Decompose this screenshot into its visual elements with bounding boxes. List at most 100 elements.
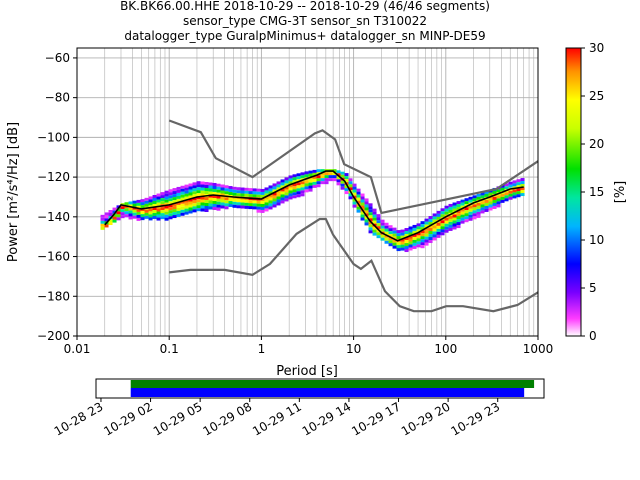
heatmap-cell [520, 181, 525, 185]
heatmap-cell [304, 171, 309, 175]
heatmap-cell [448, 203, 453, 207]
heatmap-cell [112, 216, 117, 220]
heatmap-cell [488, 204, 493, 208]
heatmap-cell [172, 203, 177, 207]
heatmap-cell [364, 210, 369, 214]
heatmap-cell [128, 207, 133, 211]
heatmap-cell [500, 187, 505, 191]
heatmap-cell [388, 243, 393, 247]
noise-model-and-mean-curves [104, 119, 539, 313]
heatmap-cell [264, 193, 269, 197]
heatmap-cell [164, 190, 169, 194]
heatmap-cell [280, 194, 285, 198]
heatmap-cell [392, 230, 397, 234]
heatmap-cell [184, 196, 189, 200]
heatmap-cell [280, 200, 285, 204]
heatmap-cell [276, 202, 281, 206]
ppsd-plot: 0.01 0.1 1 10 100 1000 −200 −180 −160 −140 −120 −1… [6, 47, 554, 379]
heatmap-cell [400, 244, 405, 248]
heatmap-cell [408, 238, 413, 242]
heatmap-cell [404, 231, 409, 235]
heatmap-cell [288, 193, 293, 197]
heatmap-cell [164, 196, 169, 200]
heatmap-cell [340, 186, 345, 190]
heatmap-cell [416, 232, 421, 236]
heatmap-cell [436, 234, 441, 238]
heatmap-cell [228, 192, 233, 196]
heatmap-cell [156, 217, 161, 221]
heatmap-cell [148, 199, 153, 203]
heatmap-cell [192, 203, 197, 207]
heatmap-cell [324, 175, 329, 179]
colorbar: 0 5 10 15 20 25 30 [%] [565, 41, 628, 343]
heatmap-cell [496, 189, 501, 193]
heatmap-cell [140, 214, 145, 218]
heatmap-cell [368, 227, 373, 231]
heatmap-cell [104, 218, 109, 222]
heatmap-cell [284, 189, 289, 193]
heatmap-cell [268, 191, 273, 195]
y-tick-label: −180 [37, 289, 70, 303]
heatmap-cell [448, 209, 453, 213]
heatmap-cell [468, 211, 473, 215]
heatmap-cell [228, 204, 233, 208]
plot-frame [76, 47, 539, 337]
heatmap-cell [348, 181, 353, 185]
heatmap-cell [176, 201, 181, 205]
heatmap-cell [172, 215, 177, 219]
heatmap-cell [384, 222, 389, 226]
heatmap-cell [388, 228, 393, 232]
heatmap-cell [368, 230, 373, 234]
timeline-tick-label: 10-29 11 [250, 399, 304, 438]
heatmap-cell [324, 172, 329, 176]
heatmap-cell [184, 199, 189, 203]
heatmap-cell [184, 205, 189, 209]
heatmap-cell [316, 184, 321, 188]
heatmap-cell [472, 216, 477, 220]
heatmap-cell [360, 217, 365, 221]
heatmap-cell [116, 214, 121, 218]
heatmap-cell [112, 219, 117, 223]
heatmap-cell [448, 224, 453, 228]
heatmap-cell [372, 217, 377, 221]
heatmap-cell [360, 211, 365, 215]
timeline-tick-label: 10-29 08 [201, 399, 255, 438]
heatmap-cell [292, 183, 297, 187]
heatmap-cell [372, 211, 377, 215]
heatmap-cell [100, 220, 105, 224]
heatmap-cell [176, 207, 181, 211]
figure-title: BK.BK66.00.HHE 2018-10-29 -- 2018-10-29 … [120, 0, 490, 43]
heatmap-cell [460, 208, 465, 212]
heatmap-cell [384, 234, 389, 238]
heatmap-cell [344, 191, 349, 195]
heatmap-cell [236, 190, 241, 194]
coverage-bar-green [130, 380, 535, 388]
heatmap-cell [428, 219, 433, 223]
title-line-2: sensor_type CMG-3T sensor_sn T310022 [183, 14, 427, 28]
heatmap-cell [152, 209, 157, 213]
heatmap-cell [424, 239, 429, 243]
heatmap-cell [388, 225, 393, 229]
x-tick-label: 1000 [523, 342, 554, 356]
coverage-bars [130, 380, 535, 397]
heatmap-cell [300, 187, 305, 191]
heatmap-cell [432, 213, 437, 217]
heatmap-cell [184, 202, 189, 206]
heatmap-cell [244, 190, 249, 194]
heatmap-cell [484, 190, 489, 194]
heatmap-cell [356, 209, 361, 213]
heatmap-cell [184, 190, 189, 194]
heatmap-cell [392, 245, 397, 249]
heatmap-cell [396, 233, 401, 237]
heatmap-cell [184, 193, 189, 197]
heatmap-cell [408, 247, 413, 251]
heatmap-cell [352, 198, 357, 202]
heatmap-cell [440, 220, 445, 224]
heatmap-cell [444, 223, 449, 227]
heatmap-cell [200, 193, 205, 197]
heatmap-cell [320, 181, 325, 185]
heatmap-cell [456, 216, 461, 220]
heatmap-cell [232, 189, 237, 193]
heatmap-cell [328, 178, 333, 182]
